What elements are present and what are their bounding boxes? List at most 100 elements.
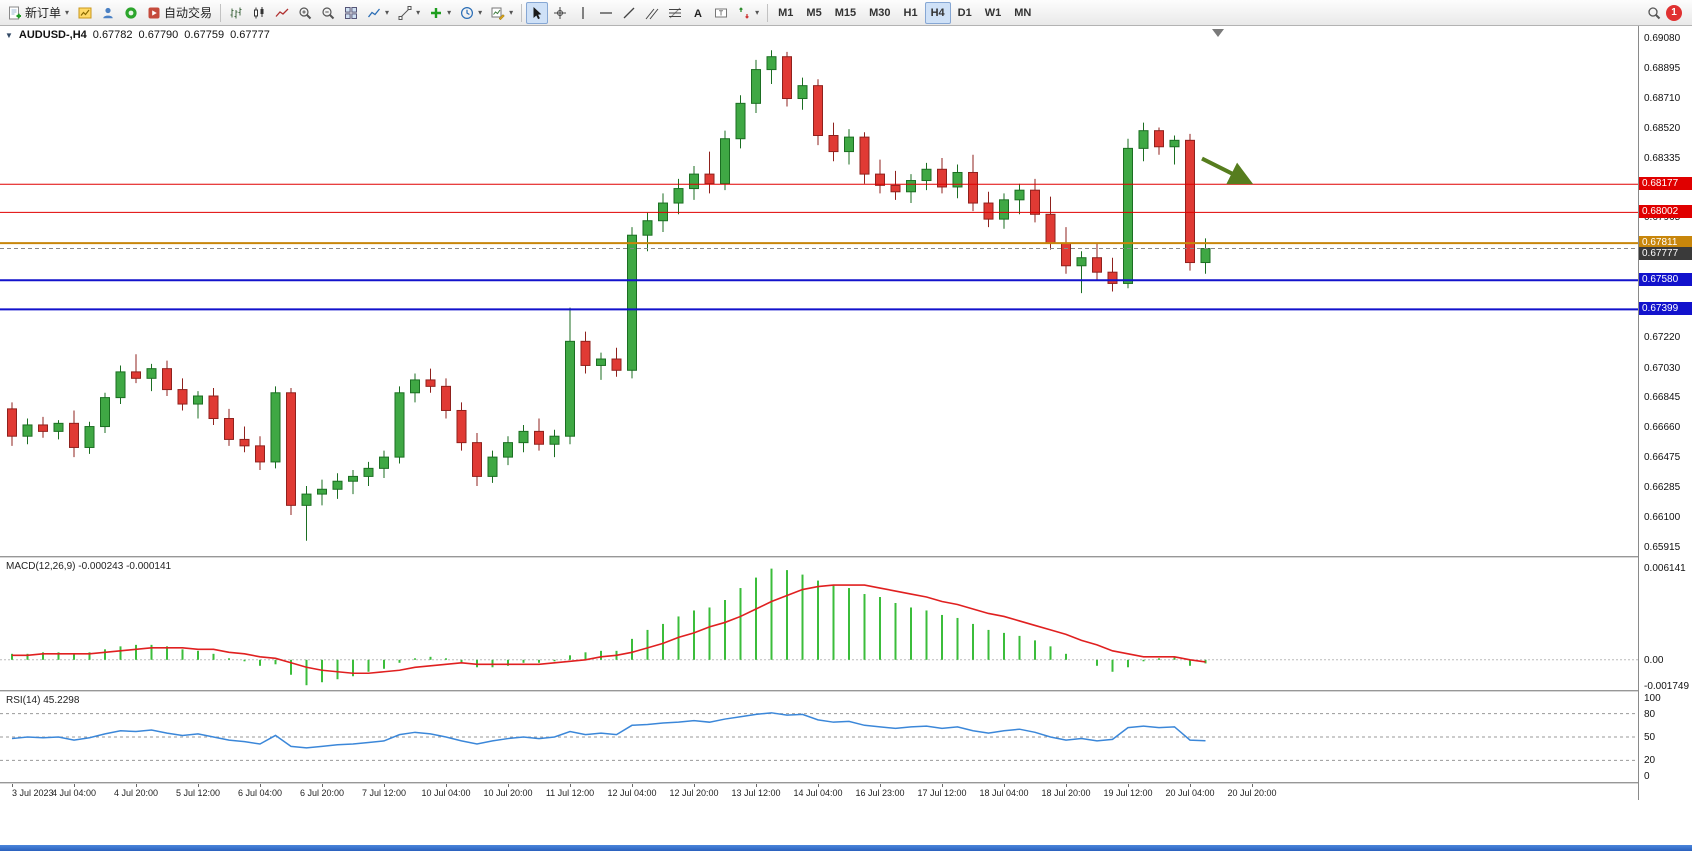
chart-menu-icon[interactable]: ▼ <box>5 31 13 40</box>
sell-arrow-annotation-icon[interactable] <box>1202 159 1246 181</box>
horizontal-line-icon <box>599 6 613 20</box>
macd-label: MACD(12,26,9) -0.000243 -0.000141 <box>6 561 171 572</box>
arrows-button[interactable]: ▾ <box>733 2 763 24</box>
objects-button[interactable]: ▾ <box>394 2 424 24</box>
new-order-button[interactable]: 新订单 ▾ <box>4 2 73 24</box>
rsi-scale-tick: 100 <box>1644 693 1661 704</box>
candle-body <box>395 393 404 457</box>
bar-chart-button[interactable] <box>225 2 247 24</box>
candle-body <box>783 57 792 99</box>
candle-body <box>302 494 311 505</box>
text-label-icon: T <box>714 6 728 20</box>
add-indicator-button[interactable]: ▾ <box>425 2 455 24</box>
candle-body <box>643 221 652 235</box>
tile-windows-icon <box>344 6 358 20</box>
candle-body <box>70 423 79 447</box>
new-chart-button[interactable] <box>74 2 96 24</box>
rsi-canvas[interactable] <box>0 692 1638 782</box>
crosshair-button[interactable] <box>549 2 571 24</box>
text-icon: A <box>691 6 705 20</box>
trendline-button[interactable] <box>618 2 640 24</box>
low-value: 0.67759 <box>184 29 224 41</box>
main-toolbar: 新订单 ▾ 自动交易 <box>0 0 1692 26</box>
text-label-button[interactable]: T <box>710 2 732 24</box>
candlestick-chart-button[interactable] <box>248 2 270 24</box>
time-tick <box>1004 784 1005 787</box>
chart-shift-marker-icon[interactable] <box>1212 29 1224 37</box>
candle-body <box>85 427 94 448</box>
timeframe-button-h1[interactable]: H1 <box>898 2 924 24</box>
timeframe-button-d1[interactable]: D1 <box>952 2 978 24</box>
price-chart-canvas[interactable] <box>0 26 1638 556</box>
candle-body <box>333 481 342 489</box>
level-price-badge: 0.68002 <box>1639 205 1692 218</box>
candle-body <box>349 476 358 481</box>
candle-body <box>535 431 544 444</box>
zoom-in-button[interactable] <box>294 2 316 24</box>
text-button[interactable]: A <box>687 2 709 24</box>
zoom-out-button[interactable] <box>317 2 339 24</box>
candle-body <box>442 386 451 410</box>
fibonacci-button[interactable] <box>664 2 686 24</box>
rsi-line <box>12 713 1206 748</box>
timeframe-button-mn[interactable]: MN <box>1008 2 1037 24</box>
candle-body <box>163 369 172 390</box>
candle-body <box>1170 140 1179 146</box>
timeframe-button-h4[interactable]: H4 <box>925 2 951 24</box>
timeframe-button-m30[interactable]: M30 <box>863 2 896 24</box>
time-tick <box>632 784 633 787</box>
timeframe-label: H1 <box>902 7 920 19</box>
tile-windows-button[interactable] <box>340 2 362 24</box>
rsi-value: 45.2298 <box>43 695 79 706</box>
templates-button[interactable]: ▾ <box>487 2 517 24</box>
vertical-line-icon <box>576 6 590 20</box>
price-tick: 0.69080 <box>1644 33 1680 44</box>
candle-body <box>550 436 559 444</box>
candle-body <box>984 203 993 219</box>
timeframe-button-w1[interactable]: W1 <box>979 2 1008 24</box>
add-indicator-icon <box>429 6 443 20</box>
candle-body <box>581 341 590 365</box>
clock-icon <box>460 6 474 20</box>
chart-window: ▼ AUDUSD-,H4 0.67782 0.67790 0.67759 0.6… <box>0 26 1692 800</box>
candle-body <box>256 446 265 462</box>
time-label: 10 Jul 04:00 <box>421 788 470 798</box>
profiles-button[interactable] <box>97 2 119 24</box>
channel-button[interactable] <box>641 2 663 24</box>
candle-body <box>287 393 296 506</box>
timeframe-button-m15[interactable]: M15 <box>829 2 862 24</box>
vertical-line-button[interactable] <box>572 2 594 24</box>
candle-body <box>271 393 280 462</box>
chevron-down-icon: ▾ <box>509 8 513 17</box>
candle-body <box>1046 214 1055 243</box>
time-label: 6 Jul 20:00 <box>300 788 344 798</box>
macd-canvas[interactable] <box>0 558 1638 690</box>
time-axis[interactable]: 3 Jul 20234 Jul 04:004 Jul 20:005 Jul 12… <box>0 784 1638 800</box>
community-button[interactable] <box>120 2 142 24</box>
horizontal-line-button[interactable] <box>595 2 617 24</box>
periods-button[interactable]: ▾ <box>456 2 486 24</box>
candle-body <box>488 457 497 476</box>
autotrading-button[interactable]: 自动交易 <box>143 2 216 24</box>
notification-badge[interactable]: 1 <box>1666 5 1682 21</box>
line-chart-button[interactable] <box>271 2 293 24</box>
timeframe-button-m1[interactable]: M1 <box>772 2 799 24</box>
search-button[interactable] <box>1643 2 1665 24</box>
price-tick: 0.66285 <box>1644 482 1680 493</box>
indicators-button[interactable]: ▾ <box>363 2 393 24</box>
cursor-button[interactable] <box>526 2 548 24</box>
price-scale[interactable]: 0.690800.688950.687100.685200.683350.679… <box>1638 26 1692 800</box>
candle-body <box>814 86 823 136</box>
template-icon <box>491 6 505 20</box>
chevron-down-icon: ▾ <box>478 8 482 17</box>
time-label: 19 Jul 12:00 <box>1103 788 1152 798</box>
toolbar-separator <box>767 4 768 22</box>
time-label: 14 Jul 04:00 <box>793 788 842 798</box>
autotrading-icon <box>147 6 161 20</box>
toolbar-separator <box>220 4 221 22</box>
candle-body <box>426 380 435 386</box>
price-tick: 0.66845 <box>1644 392 1680 403</box>
timeframe-button-m5[interactable]: M5 <box>800 2 827 24</box>
candle-body <box>457 410 466 442</box>
rsi-label: RSI(14) 45.2298 <box>6 695 79 706</box>
